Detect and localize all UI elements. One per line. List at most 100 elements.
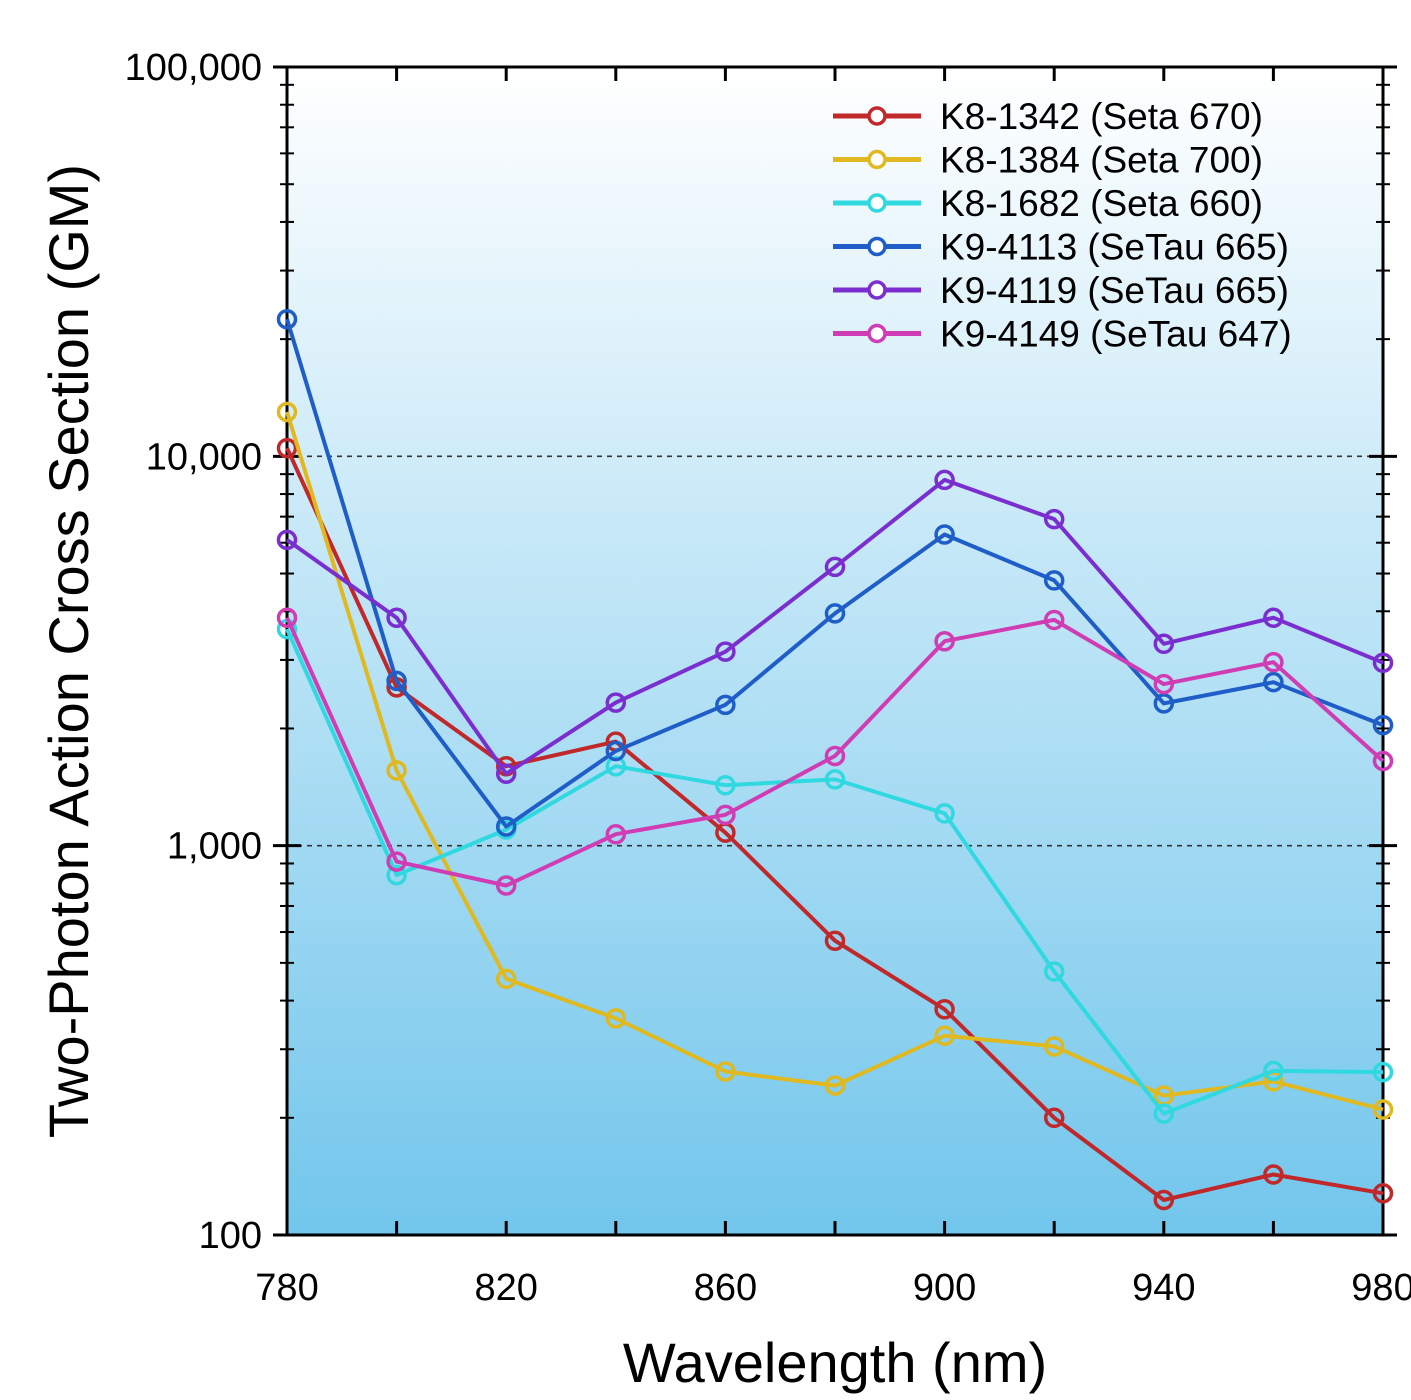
data-point (1043, 961, 1065, 982)
y-axis-title: Two-Photon Action Cross Section (GM) (37, 164, 100, 1138)
legend-label: K8-1384 (Seta 700) (940, 140, 1263, 181)
legend-entry: K8-1342 (Seta 670) (833, 96, 1263, 137)
data-point (715, 1061, 736, 1082)
data-point (824, 769, 846, 790)
series-group (276, 437, 1394, 1211)
data-point (824, 603, 846, 624)
data-point (934, 803, 955, 824)
data-point (605, 692, 627, 713)
data-point (824, 556, 846, 578)
series-line (285, 616, 1385, 888)
x-tick-label: 780 (255, 1267, 318, 1309)
data-point (605, 1008, 627, 1029)
data-point (1372, 1061, 1394, 1083)
series-group (276, 469, 1394, 785)
legend-swatch-marker (867, 106, 887, 126)
series-line (285, 447, 1384, 1202)
data-point (1043, 508, 1065, 530)
data-point (715, 694, 736, 716)
x-axis-title: Wavelength (nm) (623, 1331, 1047, 1394)
data-point (386, 864, 407, 886)
data-point (386, 607, 407, 628)
data-point (276, 437, 298, 459)
data-point (386, 851, 407, 872)
axes: 780 820 860 900 940 980 100 1,000 10,000 100,000 (125, 47, 1411, 1309)
data-point (1372, 1183, 1394, 1204)
data-point (934, 999, 955, 1020)
data-point (1263, 671, 1284, 693)
legend-swatch-marker (867, 280, 887, 300)
legend-label: K9-4119 (SeTau 665) (940, 270, 1289, 311)
data-point (934, 1025, 955, 1046)
legend: K8-1342 (Seta 670)K8-1384 (Seta 700)K8-1… (833, 96, 1292, 355)
data-point (715, 641, 736, 662)
data-point (1372, 714, 1394, 736)
y-tick-label: 1,000 (167, 826, 262, 868)
data-point (1153, 1189, 1175, 1211)
data-point (715, 804, 736, 826)
data-point (1043, 1107, 1065, 1129)
series-group (276, 607, 1394, 896)
data-point (495, 763, 517, 785)
series-line (285, 411, 1384, 1112)
legend-entry: K8-1682 (Seta 660) (833, 183, 1263, 224)
legend-label: K9-4149 (SeTau 647) (940, 314, 1292, 355)
data-point (1372, 750, 1394, 772)
series-line (285, 628, 1384, 1116)
series-group (276, 308, 1394, 837)
data-point (934, 469, 955, 491)
y-tick-label: 100,000 (125, 47, 262, 89)
legend-label: K8-1682 (Seta 660) (940, 183, 1263, 224)
x-tick-label: 980 (1351, 1267, 1411, 1309)
data-point (934, 524, 955, 545)
series-group (276, 618, 1394, 1124)
data-point (276, 308, 298, 330)
data-point (495, 816, 517, 837)
data-point (934, 630, 955, 652)
legend-swatch-marker (867, 236, 887, 257)
data-point (495, 875, 517, 896)
data-point (1263, 1060, 1284, 1082)
data-point (605, 740, 627, 762)
data-point (276, 401, 298, 423)
data-point (1372, 1099, 1394, 1120)
legend-swatch-marker (867, 323, 887, 344)
legend-label: K9-4113 (SeTau 665) (940, 227, 1289, 268)
y-tick-label: 100 (199, 1215, 262, 1257)
data-point (1153, 673, 1175, 695)
data-point (1043, 570, 1065, 591)
legend-swatch-marker (867, 193, 887, 213)
plot-background (287, 67, 1383, 1235)
data-point (1043, 609, 1065, 631)
legend-entry: K9-4113 (SeTau 665) (833, 227, 1289, 268)
x-tick-label: 900 (913, 1267, 976, 1309)
data-point (276, 529, 298, 551)
legend-entry: K8-1384 (Seta 700) (833, 140, 1263, 181)
data-point (605, 823, 627, 845)
legend-entry: K9-4119 (SeTau 665) (833, 270, 1289, 311)
legend-label: K8-1342 (Seta 670) (940, 96, 1263, 137)
data-point (276, 607, 298, 628)
data-point (824, 1075, 846, 1096)
x-tick-label: 940 (1132, 1267, 1195, 1309)
data-point (495, 968, 517, 990)
data-point (1153, 693, 1175, 714)
x-tick-label: 860 (694, 1267, 757, 1309)
data-point (1263, 651, 1284, 673)
data-point (1372, 652, 1394, 673)
data-point (824, 930, 846, 951)
data-point (1263, 1164, 1284, 1185)
series-line (285, 477, 1384, 776)
data-point (1153, 1103, 1175, 1124)
series-line (285, 318, 1384, 829)
data-point (715, 774, 736, 796)
data-point (386, 670, 407, 692)
y-tick-label: 10,000 (146, 436, 262, 478)
data-point (1043, 1036, 1065, 1057)
data-point (605, 755, 627, 777)
data-point (1263, 607, 1284, 628)
data-point (1153, 633, 1175, 655)
legend-entry: K9-4149 (SeTau 647) (833, 314, 1292, 355)
